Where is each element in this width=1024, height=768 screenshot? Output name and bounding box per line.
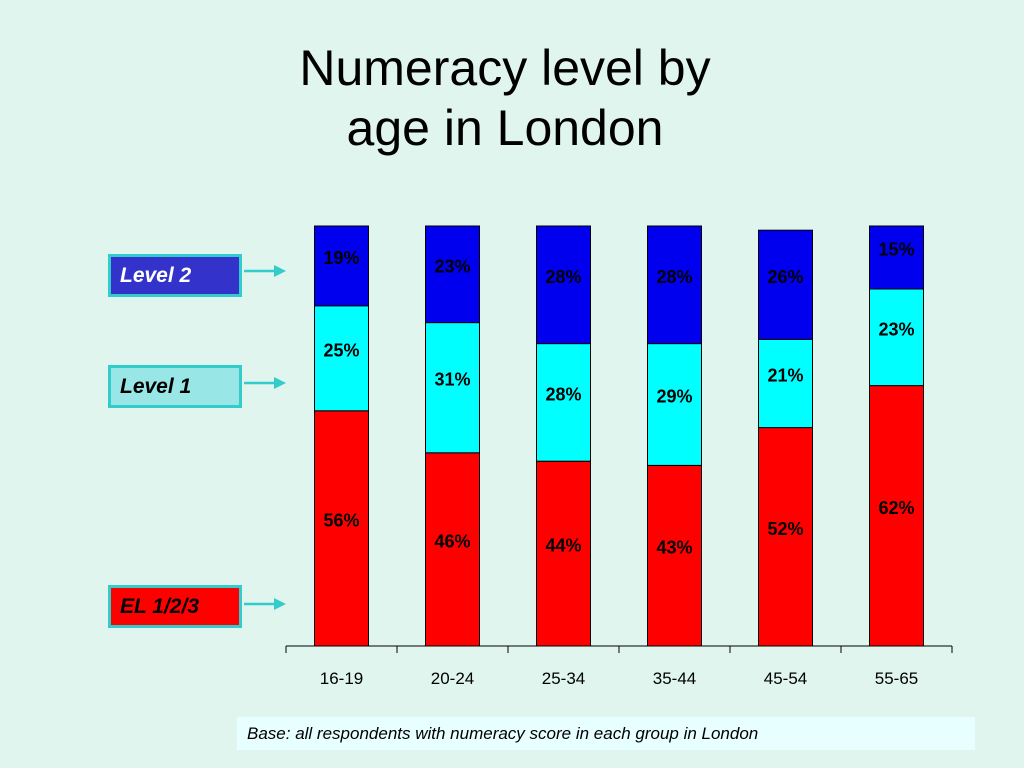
data-label-el-55-65: 62% <box>878 498 914 518</box>
data-label-level-2-25-34: 28% <box>545 267 581 287</box>
legend-level-2: Level 2 <box>108 254 242 297</box>
data-label-el-35-44: 43% <box>656 538 692 558</box>
legend-level-1: Level 1 <box>108 365 242 408</box>
data-label-level-2-55-65: 15% <box>878 240 914 260</box>
bar-el-55-65 <box>869 385 924 647</box>
data-label-level-1-25-34: 28% <box>545 384 581 404</box>
bar-level-1-16-19 <box>314 305 369 412</box>
bar-el-45-54 <box>758 427 813 647</box>
data-label-level-1-55-65: 23% <box>878 319 914 339</box>
bar-level-1-35-44 <box>647 343 702 466</box>
data-label-level-2-35-44: 28% <box>656 267 692 287</box>
chart-title: Numeracy level by age in London <box>0 38 1010 158</box>
data-label-level-1-16-19: 25% <box>323 340 359 360</box>
legend-el: EL 1/2/3 <box>108 585 242 628</box>
data-label-level-2-20-24: 23% <box>434 256 470 276</box>
data-label-el-20-24: 46% <box>434 531 470 551</box>
data-label-level-2-45-54: 26% <box>767 267 803 287</box>
bar-el-16-19 <box>314 410 369 647</box>
data-label-el-45-54: 52% <box>767 519 803 539</box>
bar-level-2-45-54 <box>758 229 813 340</box>
legend-el-arrow-icon <box>244 598 286 610</box>
bar-level-1-45-54 <box>758 338 813 429</box>
title-line-2: age in London <box>346 100 664 156</box>
data-label-el-25-34: 44% <box>545 536 581 556</box>
title-line-1: Numeracy level by <box>299 40 711 96</box>
bar-level-2-35-44 <box>647 225 702 345</box>
bar-level-2-16-19 <box>314 225 369 307</box>
data-label-level-1-35-44: 29% <box>656 387 692 407</box>
x-tick-label-45-54: 45-54 <box>764 669 807 688</box>
x-tick-label-25-34: 25-34 <box>542 669 585 688</box>
x-tick-label-20-24: 20-24 <box>431 669 474 688</box>
x-tick-label-16-19: 16-19 <box>320 669 363 688</box>
legend-level-1-label: Level 1 <box>120 375 192 398</box>
bar-level-2-20-24 <box>425 225 480 324</box>
x-tick-label-35-44: 35-44 <box>653 669 696 688</box>
legend-level-1-arrow-icon <box>244 377 286 389</box>
data-label-level-1-45-54: 21% <box>767 366 803 386</box>
legend-level-2-label: Level 2 <box>120 264 192 287</box>
bar-level-1-20-24 <box>425 322 480 454</box>
data-label-level-1-20-24: 31% <box>434 370 470 390</box>
x-tick-label-55-65: 55-65 <box>875 669 918 688</box>
data-label-el-16-19: 56% <box>323 510 359 530</box>
bar-level-2-55-65 <box>869 225 924 290</box>
data-label-level-2-16-19: 19% <box>323 248 359 268</box>
legend-el-label: EL 1/2/3 <box>120 595 199 618</box>
bar-level-2-25-34 <box>536 225 591 345</box>
footnote: Base: all respondents with numeracy scor… <box>237 717 975 750</box>
bar-el-35-44 <box>647 464 702 647</box>
legend-level-2-arrow-icon <box>244 265 286 277</box>
